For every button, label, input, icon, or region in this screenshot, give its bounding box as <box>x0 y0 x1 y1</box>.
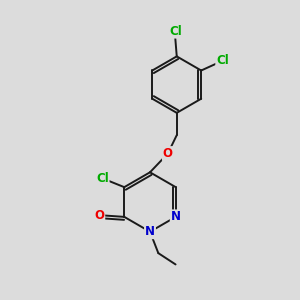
Text: Cl: Cl <box>216 54 229 67</box>
Text: N: N <box>145 225 155 238</box>
Text: Cl: Cl <box>169 25 182 38</box>
Text: N: N <box>171 210 181 224</box>
Text: Cl: Cl <box>96 172 109 185</box>
Text: O: O <box>94 209 104 222</box>
Text: O: O <box>163 147 173 160</box>
